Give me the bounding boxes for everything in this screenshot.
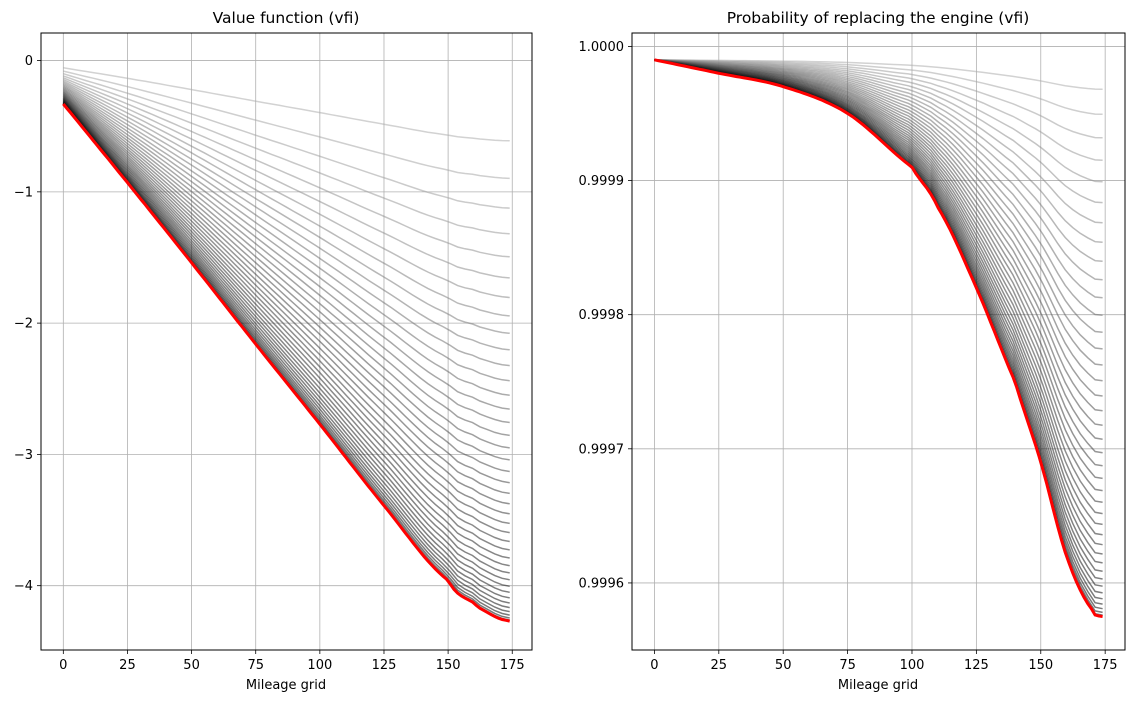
iteration-line: [62, 80, 510, 299]
iteration-line: [62, 95, 510, 505]
iteration-line: [62, 100, 510, 581]
iteration-lines: [62, 67, 510, 621]
iteration-line: [62, 91, 510, 449]
y-tick-label: −2: [14, 317, 33, 332]
x-tick-label: 175: [1093, 658, 1118, 673]
chart-title: Probability of replacing the engine (vfi…: [727, 9, 1030, 27]
x-tick-label: 50: [183, 658, 200, 673]
iteration-line: [62, 81, 510, 317]
y-axis-ticks: −4 −3 −2 −1 0: [14, 54, 41, 594]
iteration-line: [62, 95, 510, 495]
iteration-line: [62, 84, 510, 351]
iteration-line: [62, 91, 510, 437]
x-tick-label: 125: [372, 658, 397, 673]
x-tick-label: 0: [59, 658, 67, 673]
iteration-line: [62, 96, 510, 515]
iteration-line: [62, 97, 510, 525]
grid: [632, 33, 1125, 650]
value-function-panel: Value function (vfi) 0 25 50 75 100 125 150 175…: [14, 9, 533, 693]
x-tick-label: 75: [839, 658, 856, 673]
x-axis-ticks: 0 25 50 75 100 125 150 175: [59, 650, 525, 673]
iteration-line: [62, 99, 510, 559]
converged-line: [654, 58, 1103, 618]
converged-line-path: [62, 102, 511, 623]
converged-line: [62, 102, 511, 623]
converged-line-path: [654, 58, 1103, 618]
iteration-line: [63, 72, 510, 209]
y-tick-label: −3: [14, 448, 33, 463]
x-axis-label: Mileage grid: [838, 678, 918, 693]
chart-title: Value function (vfi): [213, 9, 360, 27]
x-tick-label: 50: [775, 658, 792, 673]
x-tick-label: 100: [900, 658, 925, 673]
plot-frame: [631, 32, 1126, 651]
iteration-line: [62, 85, 510, 367]
x-tick-label: 100: [307, 658, 332, 673]
y-tick-label: 0.9996: [579, 576, 625, 591]
x-tick-label: 75: [247, 658, 264, 673]
y-tick-label: −1: [14, 185, 33, 200]
y-tick-label: 0.9999: [579, 174, 625, 189]
iteration-line: [63, 70, 510, 180]
iteration-line: [62, 89, 510, 410]
x-tick-label: 150: [1028, 658, 1053, 673]
iteration-line: [63, 67, 510, 142]
iteration-line: [62, 86, 510, 382]
replacement-probability-panel: Probability of replacing the engine (vfi…: [579, 9, 1126, 693]
x-axis-label: Mileage grid: [246, 678, 326, 693]
iteration-line: [62, 90, 510, 424]
iteration-line: [62, 99, 510, 567]
iteration-line: [62, 101, 510, 594]
x-tick-label: 150: [436, 658, 461, 673]
y-tick-label: 0: [25, 54, 33, 69]
x-tick-label: 25: [711, 658, 728, 673]
iteration-line: [63, 77, 510, 258]
y-tick-label: 1.0000: [579, 40, 625, 55]
iteration-line: [62, 98, 510, 543]
iteration-line: [62, 83, 510, 335]
x-axis-ticks: 0 25 50 75 100 125 150 175: [650, 650, 1118, 673]
iteration-line: [62, 93, 510, 473]
y-tick-label: 0.9998: [579, 308, 625, 323]
iteration-line: [62, 92, 510, 461]
iteration-line: [62, 98, 510, 551]
plot-frame: [40, 32, 533, 651]
x-tick-label: 175: [500, 658, 525, 673]
iteration-line: [62, 94, 510, 484]
iteration-line: [62, 100, 510, 574]
iteration-line: [63, 75, 510, 235]
iteration-line: [62, 101, 510, 588]
x-tick-label: 25: [119, 658, 136, 673]
iteration-line: [62, 78, 510, 279]
x-tick-label: 125: [964, 658, 989, 673]
y-axis-ticks: 0.9996 0.9997 0.9998 0.9999 1.0000: [579, 40, 632, 591]
x-tick-label: 0: [650, 658, 658, 673]
y-tick-label: 0.9997: [579, 442, 625, 457]
y-tick-label: −4: [14, 579, 33, 594]
iteration-line: [62, 88, 510, 396]
iteration-line: [62, 97, 510, 534]
